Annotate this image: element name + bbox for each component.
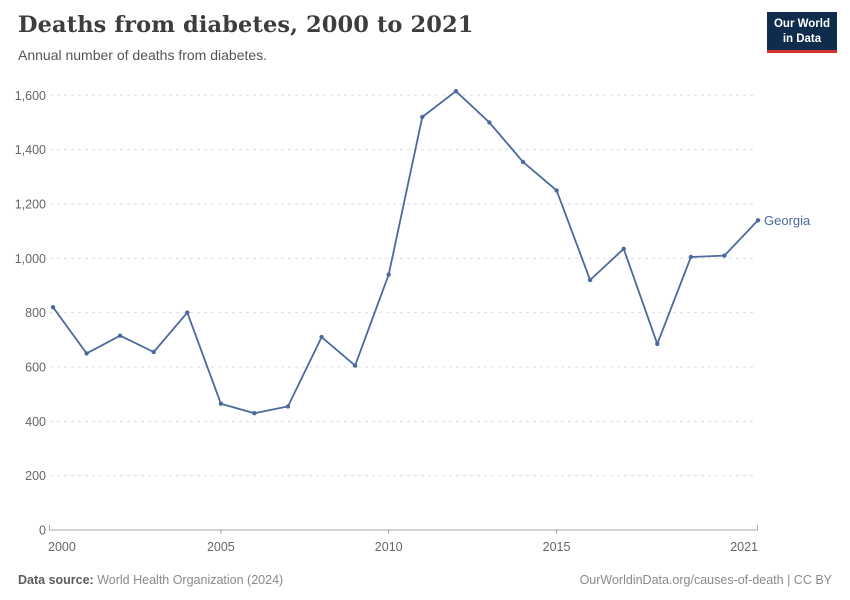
y-tick-label: 1,400 [15, 143, 46, 157]
y-tick-label: 1,200 [15, 197, 46, 211]
y-tick-label: 800 [25, 306, 46, 320]
data-point [554, 188, 559, 193]
y-tick-label: 400 [25, 415, 46, 429]
y-tick-label: 0 [39, 524, 46, 538]
data-source-label: Data source: [18, 573, 94, 587]
data-point [755, 218, 761, 223]
y-tick-label: 1,600 [15, 89, 46, 103]
data-point [50, 305, 56, 310]
data-source-note: Data source: World Health Organization (… [18, 573, 283, 587]
data-point [84, 351, 89, 356]
logo-line1: Our World [773, 18, 830, 30]
owid-logo: Our World in Data [766, 12, 837, 53]
data-point [352, 363, 358, 368]
series-label: Georgia [764, 213, 811, 228]
x-tick-label: 2021 [730, 540, 758, 554]
y-tick-label: 1,000 [15, 252, 46, 266]
chart-footer: Data source: World Health Organization (… [18, 573, 832, 587]
page-title: Deaths from diabetes, 2000 to 2021 [18, 12, 474, 38]
data-point [453, 89, 459, 94]
data-point [688, 254, 694, 260]
data-point [587, 277, 593, 283]
data-point [487, 120, 492, 125]
data-point [151, 349, 156, 355]
data-point [386, 272, 391, 277]
data-point [621, 246, 626, 251]
x-tick-label: 2000 [48, 540, 76, 554]
logo-line2: in Data [782, 32, 822, 45]
data-point [520, 159, 526, 165]
data-source-value: World Health Organization (2024) [97, 573, 284, 587]
data-line [52, 90, 759, 415]
data-point [285, 404, 291, 409]
x-tick-label: 2005 [207, 540, 235, 554]
data-point [655, 341, 660, 347]
data-point [722, 253, 727, 258]
data-point [218, 401, 224, 406]
x-tick-label: 2010 [375, 540, 403, 554]
y-tick-label: 600 [25, 360, 46, 374]
y-tick-label: 200 [25, 469, 46, 483]
x-tick-label: 2015 [543, 540, 571, 554]
data-point [420, 114, 425, 120]
page-subtitle: Annual number of deaths from diabetes. [18, 47, 268, 63]
chart-header: Deaths from diabetes, 2000 to 2021 Annua… [18, 12, 760, 63]
data-point [185, 310, 190, 315]
data-point [319, 334, 324, 340]
data-point [252, 411, 257, 416]
data-point [117, 333, 123, 338]
attribution-note: OurWorldinData.org/causes-of-death | CC … [579, 573, 832, 587]
